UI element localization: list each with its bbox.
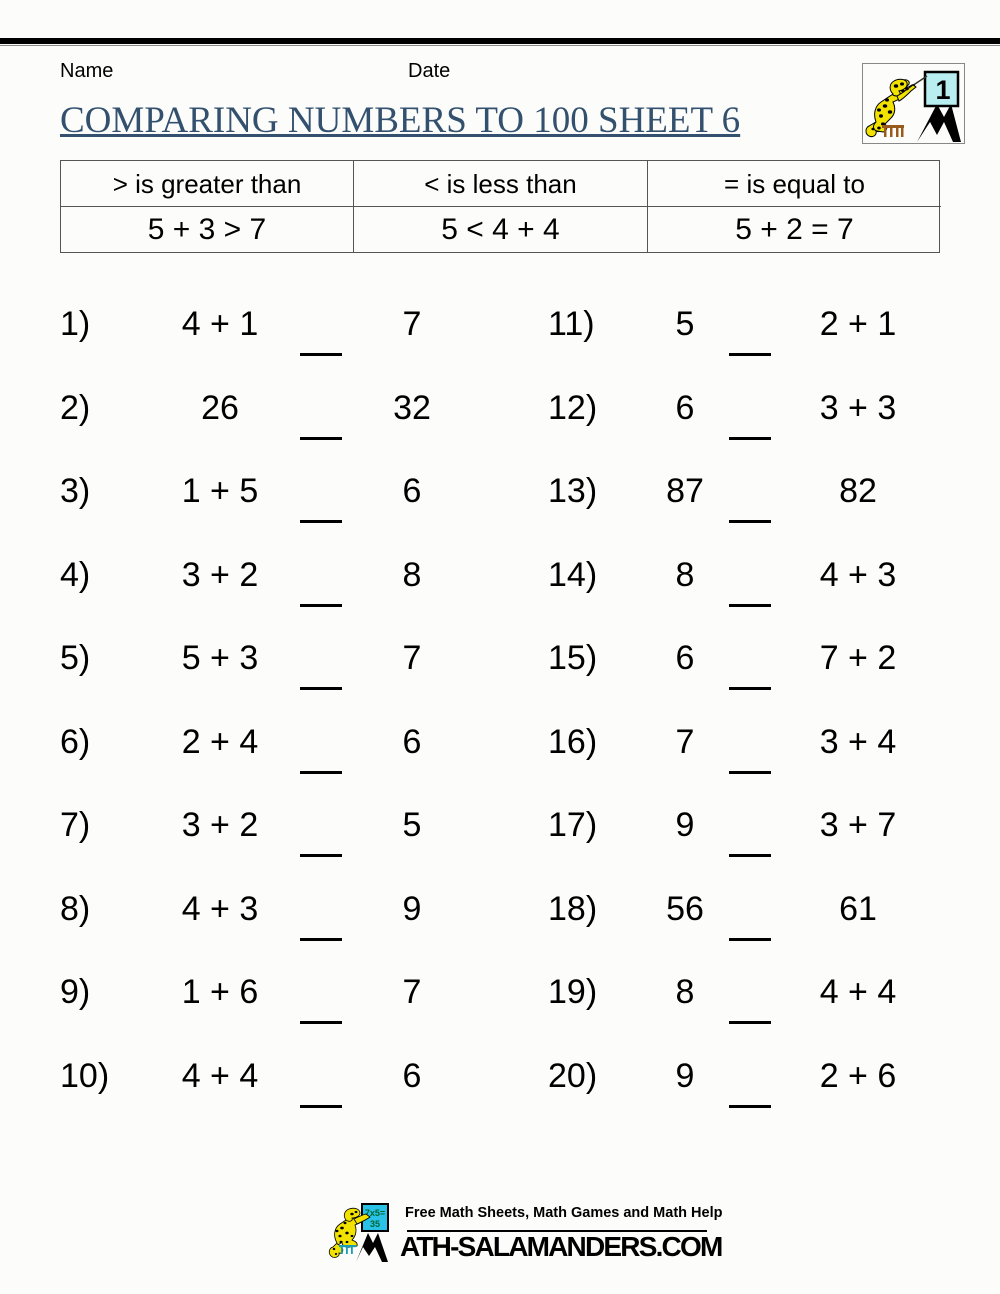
svg-text:1: 1 bbox=[935, 75, 950, 105]
svg-text:35: 35 bbox=[370, 1219, 380, 1229]
